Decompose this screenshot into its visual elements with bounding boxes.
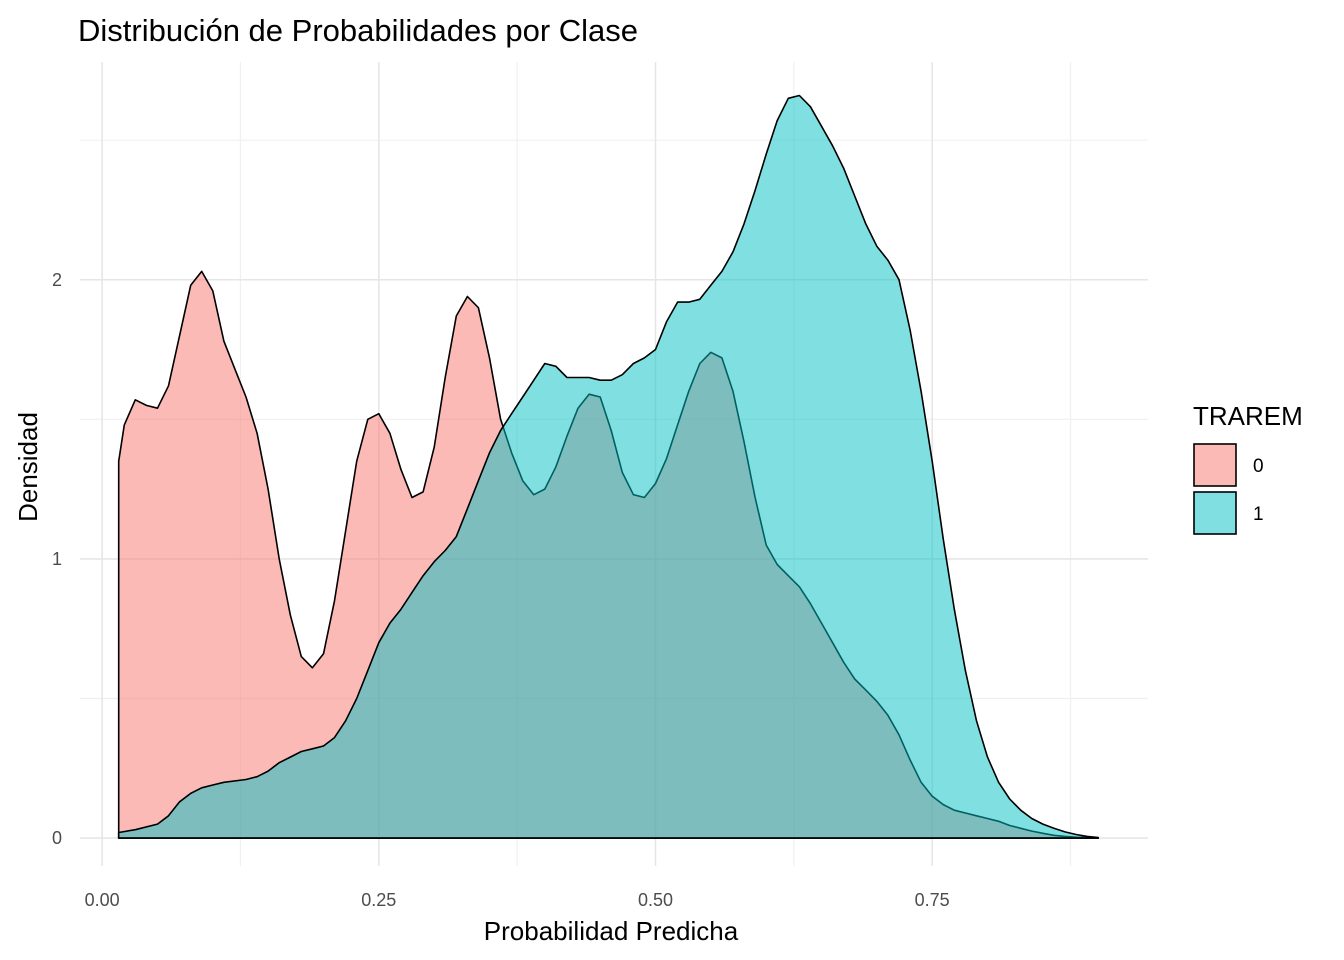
y-axis-title: Densidad: [13, 412, 43, 522]
density-areas: [117, 94, 1099, 839]
chart-title: Distribución de Probabilidades por Clase: [78, 13, 638, 48]
x-axis-title: Probabilidad Predicha: [484, 916, 739, 946]
y-tick-label: 2: [52, 270, 62, 290]
x-tick-label: 0.50: [638, 890, 673, 910]
x-tick-label: 0.25: [361, 890, 396, 910]
x-tick-label: 0.75: [915, 890, 950, 910]
legend-title: TRAREM: [1193, 401, 1303, 431]
legend-label-1: 1: [1253, 504, 1264, 525]
legend-label-0: 0: [1253, 456, 1264, 477]
legend-key-0: [1193, 443, 1237, 487]
density-area-1: [117, 94, 1099, 839]
x-tick-labels: 0.00 0.25 0.50 0.75: [85, 890, 950, 910]
y-tick-label: 0: [52, 828, 62, 848]
y-tick-labels: 0 1 2: [52, 270, 62, 848]
x-tick-label: 0.00: [85, 890, 120, 910]
legend-items: 01: [1193, 443, 1264, 535]
y-tick-label: 1: [52, 549, 62, 569]
legend-key-1: [1193, 491, 1237, 535]
legend: TRAREM 01: [1193, 401, 1303, 535]
